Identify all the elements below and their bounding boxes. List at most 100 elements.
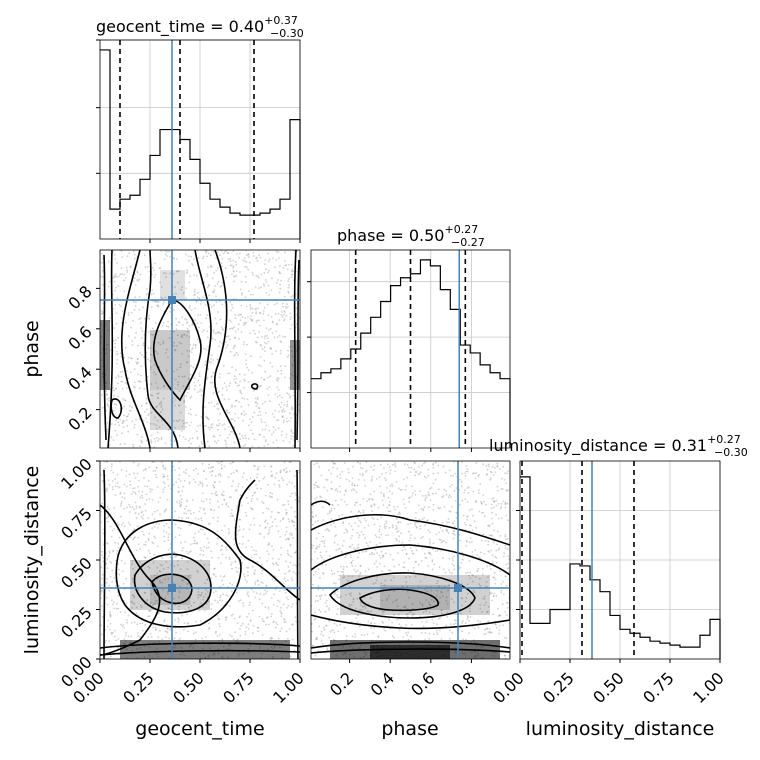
scatter-point xyxy=(239,288,242,291)
scatter-point xyxy=(455,619,457,622)
scatter-point xyxy=(133,596,135,599)
scatter-point xyxy=(222,364,225,367)
scatter-point xyxy=(389,510,392,513)
contour-ring-1 xyxy=(311,544,510,630)
scatter-point xyxy=(396,531,398,533)
scatter-point xyxy=(428,638,431,640)
scatter-point xyxy=(391,621,394,624)
scatter-point xyxy=(158,438,160,440)
scatter-point xyxy=(314,638,317,641)
scatter-point xyxy=(211,266,213,268)
scatter-point xyxy=(321,643,324,645)
scatter-point xyxy=(224,301,226,304)
scatter-point xyxy=(406,615,409,618)
scatter-point xyxy=(204,593,207,595)
scatter-point xyxy=(133,595,136,598)
scatter-point xyxy=(292,374,294,377)
scatter-point xyxy=(134,284,137,286)
scatter-point xyxy=(205,415,207,418)
scatter-point xyxy=(338,578,340,581)
scatter-point xyxy=(486,610,489,613)
scatter-point xyxy=(155,628,157,631)
scatter-point xyxy=(291,492,293,495)
scatter-point xyxy=(491,534,493,537)
scatter-point xyxy=(432,466,435,469)
scatter-point xyxy=(254,581,257,583)
scatter-point xyxy=(376,478,378,480)
scatter-point xyxy=(237,328,240,330)
scatter-point xyxy=(268,386,271,388)
scatter-point xyxy=(107,285,110,288)
scatter-point xyxy=(471,551,474,553)
contour-outer-left xyxy=(107,250,114,448)
scatter-point xyxy=(282,439,285,442)
scatter-point xyxy=(199,384,201,387)
scatter-point xyxy=(144,591,147,594)
scatter-point xyxy=(432,542,435,545)
scatter-point xyxy=(149,632,152,635)
scatter-point xyxy=(168,256,171,258)
scatter-point xyxy=(481,611,483,613)
scatter-point xyxy=(235,469,238,472)
scatter-point xyxy=(280,615,283,618)
scatter-point xyxy=(167,320,169,323)
scatter-point xyxy=(504,575,507,578)
scatter-point xyxy=(210,492,213,495)
scatter-point xyxy=(239,389,242,392)
scatter-point xyxy=(351,528,354,531)
scatter-point xyxy=(281,335,284,338)
scatter-point xyxy=(321,540,324,543)
scatter-point xyxy=(148,532,151,535)
scatter-point xyxy=(435,629,438,632)
x-tick-label: 0.4 xyxy=(367,668,398,699)
scatter-point xyxy=(445,541,447,544)
scatter-point xyxy=(351,575,354,578)
scatter-point xyxy=(150,383,153,385)
scatter-point xyxy=(137,634,140,637)
scatter-point xyxy=(233,378,236,381)
scatter-point xyxy=(493,529,496,532)
scatter-point xyxy=(238,256,241,259)
scatter-point xyxy=(349,554,352,556)
scatter-point xyxy=(486,474,488,476)
scatter-point xyxy=(251,271,254,274)
scatter-point xyxy=(225,616,227,619)
scatter-point xyxy=(376,576,378,578)
scatter-point xyxy=(271,365,274,368)
scatter-point xyxy=(216,283,219,285)
scatter-point xyxy=(236,470,239,473)
scatter-point xyxy=(273,416,276,418)
scatter-point xyxy=(487,550,490,553)
scatter-point xyxy=(154,262,156,265)
scatter-point xyxy=(174,469,177,471)
scatter-point xyxy=(315,637,318,640)
scatter-point xyxy=(108,640,111,642)
scatter-point xyxy=(389,490,391,493)
scatter-point xyxy=(184,438,187,441)
scatter-point xyxy=(281,315,284,318)
x-tick-label: 0.25 xyxy=(539,668,578,707)
scatter-point xyxy=(353,484,356,487)
scatter-point xyxy=(119,273,122,275)
scatter-point xyxy=(267,340,270,343)
scatter-point xyxy=(334,525,336,528)
scatter-point xyxy=(313,463,316,466)
scatter-point xyxy=(160,286,163,288)
scatter-point xyxy=(119,352,122,355)
scatter-point xyxy=(373,503,376,505)
scatter-point xyxy=(465,545,468,547)
scatter-point xyxy=(247,595,250,598)
scatter-point xyxy=(354,565,357,568)
scatter-point xyxy=(101,312,104,315)
scatter-point xyxy=(291,345,294,348)
scatter-point xyxy=(180,527,182,530)
scatter-point xyxy=(180,504,183,506)
scatter-point xyxy=(449,571,451,574)
scatter-point xyxy=(370,479,373,482)
panel-phase-vs-geocent-time: 0.20.40.60.8 xyxy=(64,249,301,452)
scatter-point xyxy=(106,398,109,401)
scatter-point xyxy=(257,583,260,586)
scatter-point xyxy=(223,498,226,501)
scatter-point xyxy=(432,482,435,485)
scatter-point xyxy=(265,424,267,427)
